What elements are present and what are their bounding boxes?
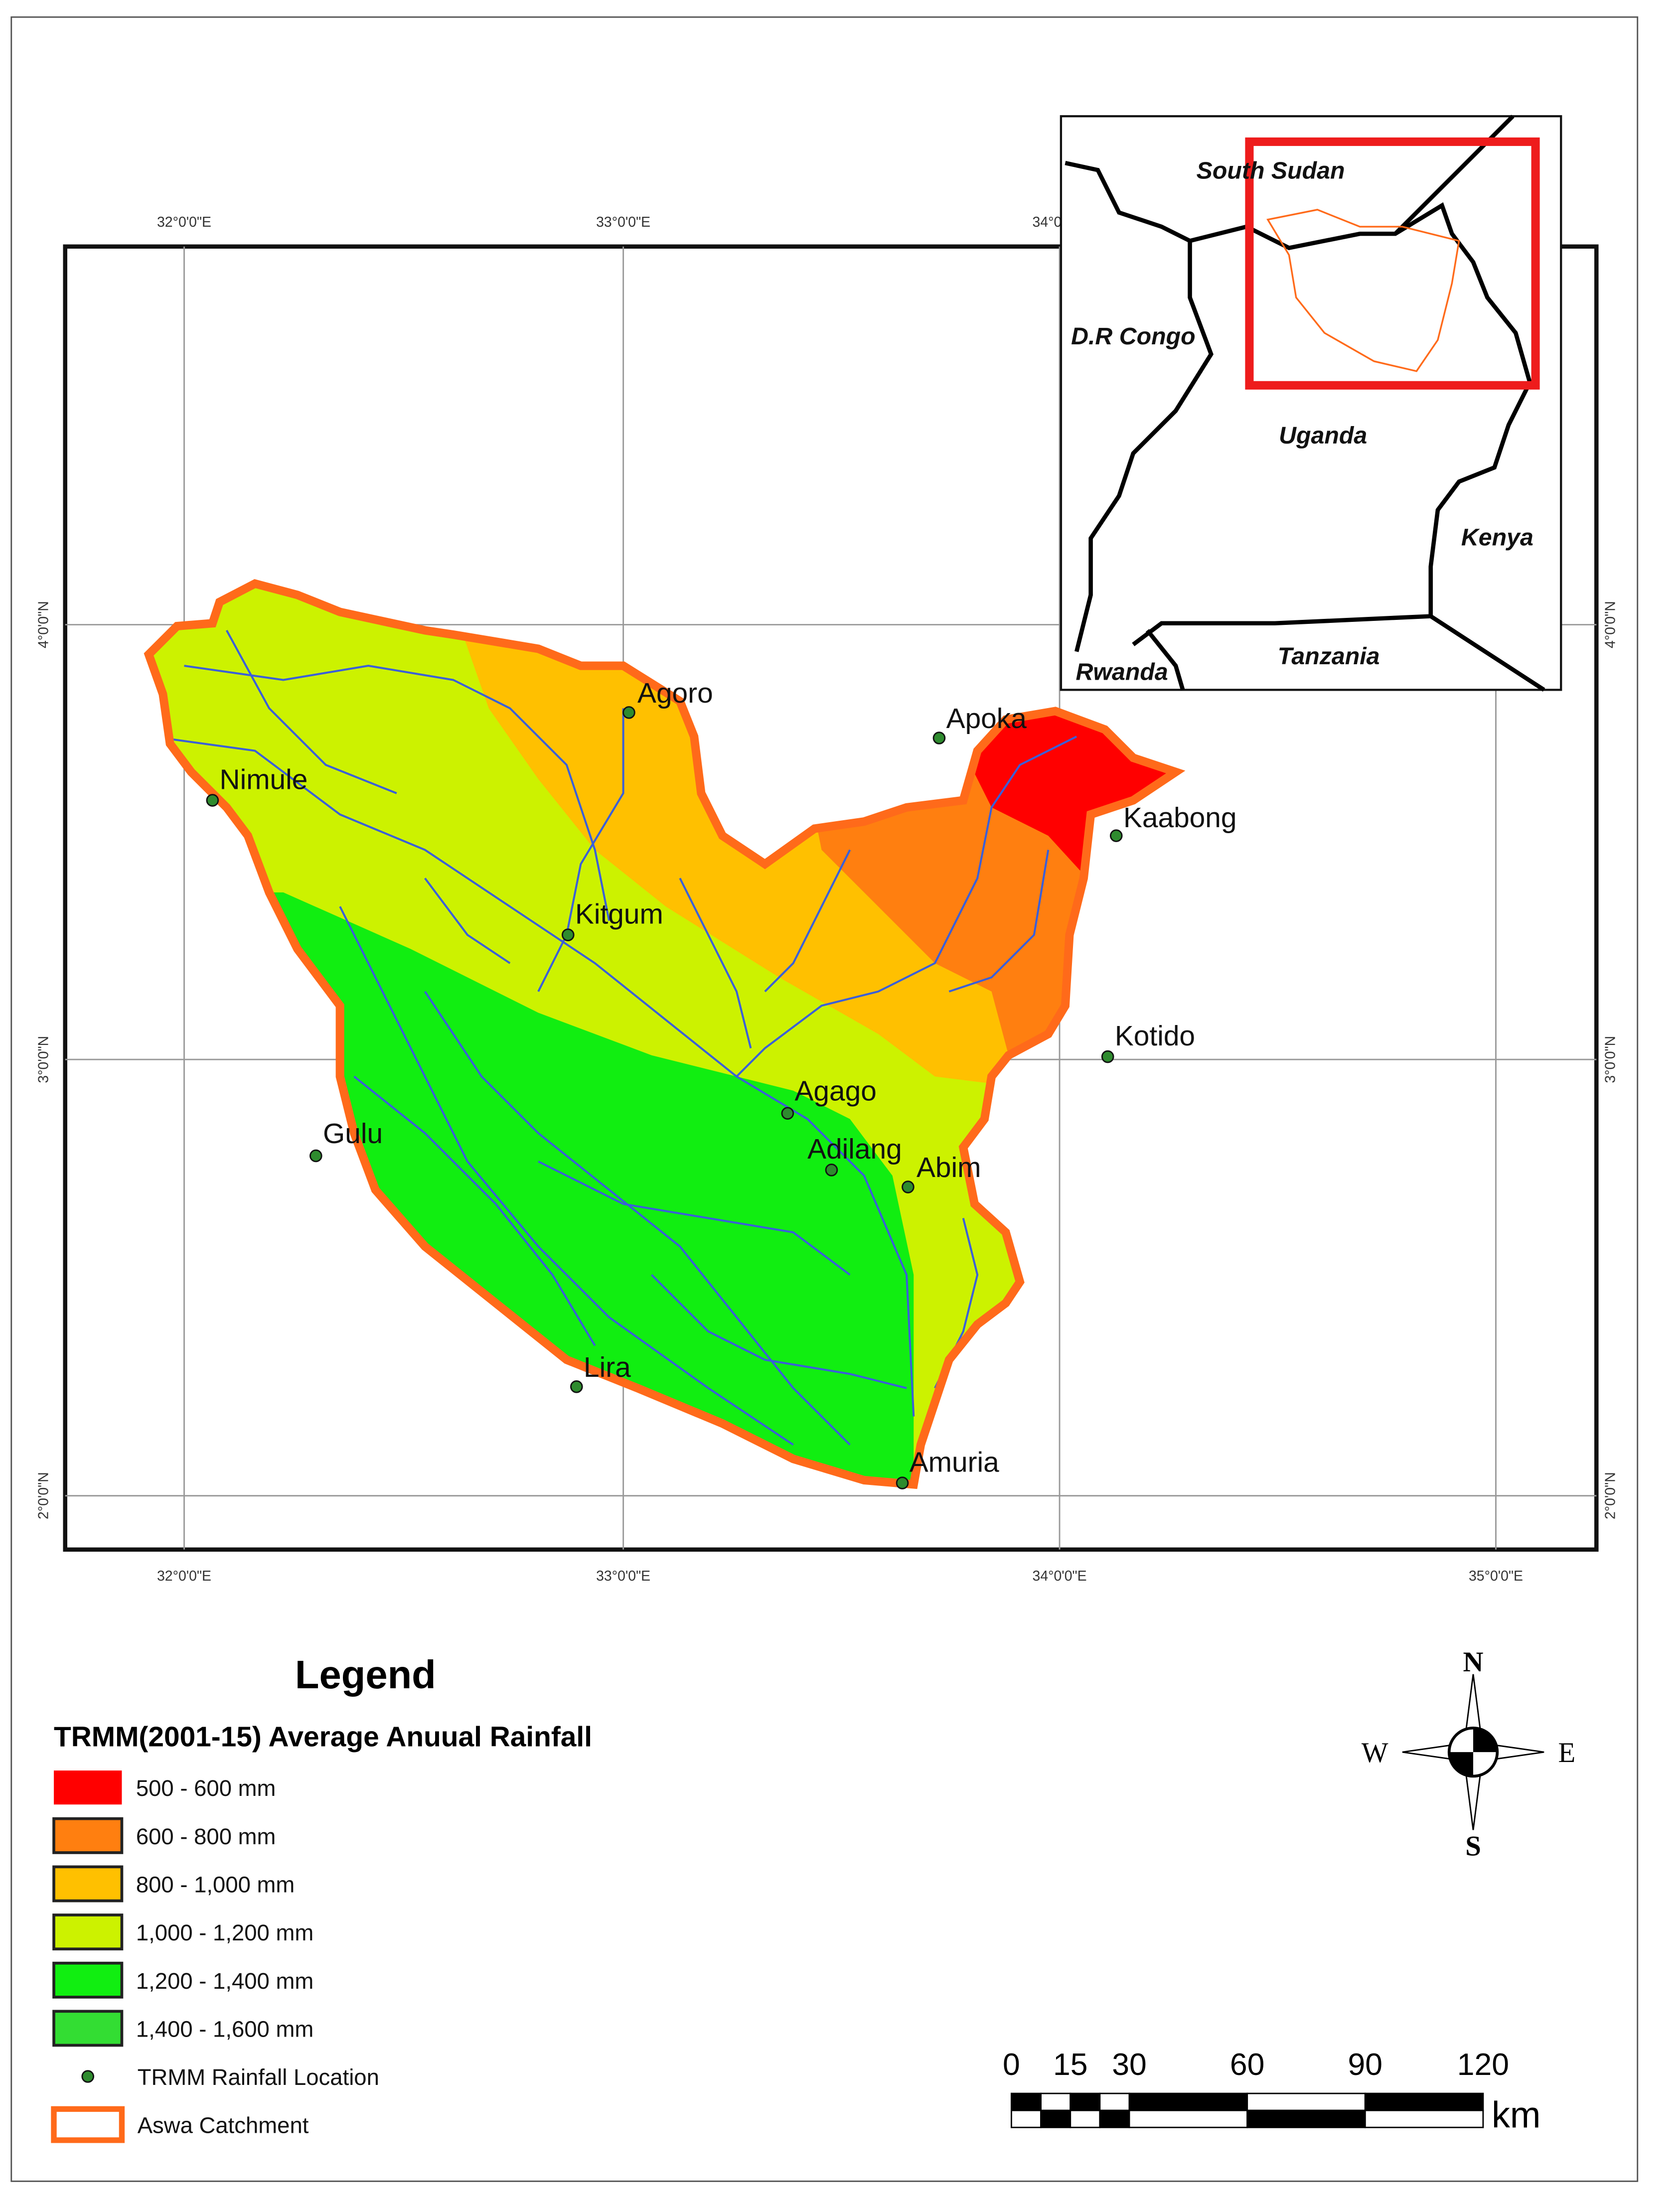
place-label: Lira xyxy=(584,1352,631,1383)
legend-subtitle: TRMM(2001-15) Average Anuual Rainfall xyxy=(54,1722,592,1753)
scale-seg xyxy=(1040,2092,1071,2111)
place-dot xyxy=(561,928,575,941)
place-dot xyxy=(896,1476,909,1489)
country-label: Uganda xyxy=(1279,422,1367,449)
place-label: Abim xyxy=(916,1152,981,1183)
lon-label: 32°0'0"E xyxy=(157,1568,211,1584)
scale-label: 0 xyxy=(1003,2047,1020,2082)
scale-seg xyxy=(1069,2092,1101,2111)
legend-swatch xyxy=(52,2010,124,2047)
place-dot xyxy=(902,1180,915,1193)
scale-seg xyxy=(1069,2109,1101,2128)
lat-label: 4°0'0"N xyxy=(36,601,52,648)
scale-bar: 0 15 30 60 90 120 km xyxy=(1003,2047,1540,2135)
lat-label: 3°0'0"N xyxy=(36,1036,52,1083)
legend-label: Aswa Catchment xyxy=(138,2113,309,2138)
scale-unit: km xyxy=(1492,2094,1541,2135)
legend-dot xyxy=(81,2070,95,2083)
country-label: South Sudan xyxy=(1197,157,1345,184)
legend-label: 1,200 - 1,400 mm xyxy=(136,1968,313,1994)
legend-label: 1,400 - 1,600 mm xyxy=(136,2016,313,2042)
scale-seg xyxy=(1099,2092,1130,2111)
scale-seg xyxy=(1364,2092,1484,2111)
legend-swatch xyxy=(51,2106,125,2143)
legend-swatch xyxy=(54,1770,122,1805)
legend-swatch xyxy=(52,1865,124,1903)
place-label: Agago xyxy=(795,1076,877,1107)
scale-label: 90 xyxy=(1348,2047,1383,2082)
north-arrow: N E S W xyxy=(1362,1646,1575,1862)
country-label: Tanzania xyxy=(1278,643,1380,670)
legend-title: Legend xyxy=(295,1652,436,1697)
place-dot xyxy=(570,1380,583,1393)
place-dot xyxy=(932,732,946,744)
lon-label: 32°0'0"E xyxy=(157,214,211,230)
rivers xyxy=(172,630,1077,1446)
scale-label: 30 xyxy=(1112,2047,1147,2082)
place-label: Kaabong xyxy=(1123,802,1237,834)
scale-label: 60 xyxy=(1230,2047,1265,2082)
place-dot xyxy=(781,1107,794,1120)
place-label: Amuria xyxy=(910,1447,999,1478)
scale-seg xyxy=(1011,2092,1042,2111)
place-label: Gulu xyxy=(323,1118,383,1150)
scale-seg xyxy=(1364,2109,1484,2128)
legend-swatch xyxy=(52,1961,124,1999)
scale-seg xyxy=(1246,2109,1366,2128)
inset-map: South Sudan D.R Congo Uganda Kenya Tanza… xyxy=(1060,115,1562,692)
lon-label: 33°0'0"E xyxy=(596,214,650,230)
country-label: D.R Congo xyxy=(1071,323,1195,350)
place-label: Nimule xyxy=(220,764,308,795)
legend-label: 800 - 1,000 mm xyxy=(136,1872,295,1898)
place-label: Agoro xyxy=(637,678,713,709)
place-dot xyxy=(309,1149,322,1163)
legend-label: 600 - 800 mm xyxy=(136,1824,276,1849)
scale-seg xyxy=(1128,2092,1248,2111)
legend-swatch xyxy=(52,1817,124,1854)
legend-label: TRMM Rainfall Location xyxy=(138,2064,379,2090)
legend-swatch xyxy=(52,1913,124,1951)
lat-label: 2°0'0"N xyxy=(36,1472,52,1519)
place-label: Kotido xyxy=(1115,1021,1195,1052)
scale-seg xyxy=(1099,2109,1130,2128)
scale-seg xyxy=(1246,2092,1366,2111)
place-label: Kitgum xyxy=(575,898,663,930)
place-dot xyxy=(825,1164,838,1176)
lon-label: 34°0'0"E xyxy=(1033,1568,1087,1584)
scale-seg xyxy=(1011,2109,1042,2128)
legend: 500 - 600 mm 600 - 800 mm 800 - 1,000 mm 1,… xyxy=(51,1770,379,2143)
country-label: Kenya xyxy=(1461,524,1533,551)
lat-label: 3°0'0"N xyxy=(1602,1036,1618,1083)
place-dot xyxy=(1109,829,1123,842)
scale-seg xyxy=(1128,2109,1248,2128)
compass-s: S xyxy=(1465,1831,1481,1862)
compass-e: E xyxy=(1558,1737,1576,1768)
place-label: Apoka xyxy=(946,703,1027,735)
scale-seg xyxy=(1040,2109,1071,2128)
lat-label: 4°0'0"N xyxy=(1602,601,1618,648)
lon-label: 33°0'0"E xyxy=(596,1568,650,1584)
legend-label: 500 - 600 mm xyxy=(136,1775,276,1801)
lon-label: 35°0'0"E xyxy=(1469,1568,1523,1584)
legend-label: 1,000 - 1,200 mm xyxy=(136,1920,313,1945)
lat-label: 2°0'0"N xyxy=(1602,1472,1618,1519)
country-label: Rwanda xyxy=(1076,658,1168,685)
place-dot xyxy=(206,794,219,807)
compass-w: W xyxy=(1362,1737,1388,1768)
compass-n: N xyxy=(1463,1646,1483,1678)
places: Agoro Apoka Nimule Kaabong Kitgum Kotido Agago… xyxy=(206,678,1237,1489)
place-label: Adilang xyxy=(807,1134,902,1165)
place-dot xyxy=(622,706,635,719)
scale-label: 15 xyxy=(1053,2047,1088,2082)
place-dot xyxy=(1101,1050,1114,1063)
scale-label: 120 xyxy=(1457,2047,1509,2082)
